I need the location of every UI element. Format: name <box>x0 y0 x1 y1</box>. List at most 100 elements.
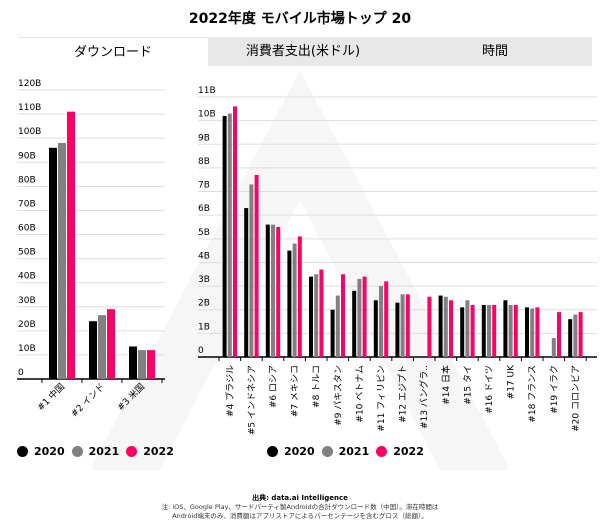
x-tick-label: #2 インド <box>70 382 108 420</box>
x-tick-label: #4 ブラジル <box>224 365 236 417</box>
bar-2020 <box>373 300 378 357</box>
x-tick-label: #9 パキスタン <box>333 365 344 426</box>
legend-right: 2020 2021 2022 <box>260 445 424 458</box>
bar-2021 <box>443 296 448 357</box>
legend-label: 2020 <box>34 445 65 458</box>
y-tick-label: 9B <box>198 133 210 143</box>
bar-2022 <box>405 294 410 357</box>
legend-label: 2022 <box>393 445 424 458</box>
bar-2022 <box>427 296 432 357</box>
y-tick-label: 80B <box>18 175 36 185</box>
bar-2022 <box>535 307 540 357</box>
bar-2021 <box>551 338 556 357</box>
x-tick-label: #3 米国 <box>114 381 147 414</box>
bar-2022 <box>449 300 453 357</box>
y-tick-label: 120B <box>18 79 41 89</box>
y-tick-label: 0 <box>18 368 24 378</box>
bar-2022 <box>341 274 345 357</box>
bar-2020 <box>89 321 97 379</box>
y-tick-label: 10B <box>198 110 216 120</box>
tab-bar: ダウンロード 消費者支出(米ドル) 時間 <box>18 37 592 66</box>
bar-2021 <box>487 305 491 357</box>
x-tick-label: #19 イラク <box>549 365 560 414</box>
bar-2020 <box>330 309 335 357</box>
x-tick-label: #15 タイ <box>462 365 473 405</box>
legend-label: 2022 <box>143 445 174 458</box>
bar-2022 <box>254 175 259 357</box>
bar-2022 <box>107 309 115 379</box>
x-tick-label: #8 トルコ <box>312 365 322 408</box>
bar-2021 <box>400 294 405 357</box>
legend-swatch-2021 <box>321 446 333 457</box>
y-tick-label: 8B <box>198 157 210 167</box>
y-tick-label: 2B <box>198 299 210 309</box>
bar-2021 <box>292 243 297 357</box>
bar-2020 <box>438 295 443 357</box>
x-tick-label: #16 ドイツ <box>485 365 495 414</box>
y-tick-label: 10B <box>18 344 36 354</box>
y-tick-label: 0 <box>198 346 204 356</box>
y-tick-label: 40B <box>18 272 36 282</box>
page-title: 2022年度 モバイル市場トップ 20 <box>188 11 412 27</box>
bar-2021 <box>249 184 254 357</box>
x-tick-label: #13 バングラ.. <box>418 365 430 429</box>
bar-2022 <box>67 111 75 380</box>
x-tick-label: #11 フィリピン <box>376 365 387 432</box>
bar-2021 <box>530 308 535 357</box>
y-tick-label: 4B <box>198 251 210 261</box>
x-tick-label: #18 フランス <box>527 365 538 423</box>
bar-2020 <box>287 250 292 357</box>
bar-2020 <box>244 208 249 357</box>
bar-2022 <box>492 305 497 357</box>
bar-2021 <box>271 224 275 357</box>
bar-2020 <box>309 276 313 357</box>
legend-label: 2021 <box>338 445 370 458</box>
legend-label: 2021 <box>88 445 120 458</box>
bar-2020 <box>265 224 270 357</box>
bar-2020 <box>222 115 227 357</box>
y-tick-label: 7B <box>198 181 210 191</box>
tab-time[interactable]: 時間 <box>481 44 508 59</box>
y-tick-label: 90B <box>18 151 36 161</box>
bar-2022 <box>578 312 583 357</box>
tab-downloads[interactable]: ダウンロード <box>18 37 208 66</box>
y-tick-label: 6B <box>198 204 210 214</box>
source-text: 出典: data.ai Intelligence <box>252 494 348 502</box>
bar-2022 <box>319 269 324 357</box>
bar-2021 <box>98 315 106 379</box>
legend-swatch-2020 <box>17 446 28 457</box>
bar-2021 <box>138 350 146 379</box>
bar-2022 <box>147 350 155 379</box>
bar-2022 <box>362 276 367 357</box>
bar-2020 <box>49 147 57 379</box>
bar-2020 <box>525 307 529 357</box>
legend-swatch-2022 <box>376 446 388 457</box>
bar-2021 <box>379 286 383 357</box>
x-tick-label: #10 ベトナム <box>354 365 365 423</box>
legend-left: 2020 2021 2022 <box>10 445 174 458</box>
y-tick-label: 70B <box>18 199 36 209</box>
bar-2022 <box>276 227 281 357</box>
x-tick-label: #20 コロンビア <box>570 365 581 432</box>
bar-2020 <box>352 290 357 357</box>
x-tick-label: #5 インドネシア <box>246 365 257 435</box>
tab-consumer-spend[interactable]: 消費者支出(米ドル) <box>245 44 361 59</box>
y-tick-label: 1B <box>198 322 210 332</box>
y-tick-label: 30B <box>18 296 36 306</box>
bar-2021 <box>573 314 578 357</box>
y-tick-label: 11B <box>198 86 216 96</box>
bar-2021 <box>357 279 362 357</box>
footer: 出典: data.ai Intelligence 注: iOS、Google P… <box>0 494 600 521</box>
bar-2022 <box>513 305 518 357</box>
bar-2020 <box>395 302 400 357</box>
note-text: 注: iOS、Google Play、サードパーティ製Androidの合計ダウン… <box>161 503 439 520</box>
y-tick-label: 110B <box>18 103 41 113</box>
y-tick-label: 3B <box>198 275 210 285</box>
y-tick-label: 60B <box>18 224 36 234</box>
bar-2020 <box>460 307 465 357</box>
bar-2020 <box>503 300 508 357</box>
y-tick-label: 20B <box>18 320 36 330</box>
bar-2022 <box>557 312 561 357</box>
